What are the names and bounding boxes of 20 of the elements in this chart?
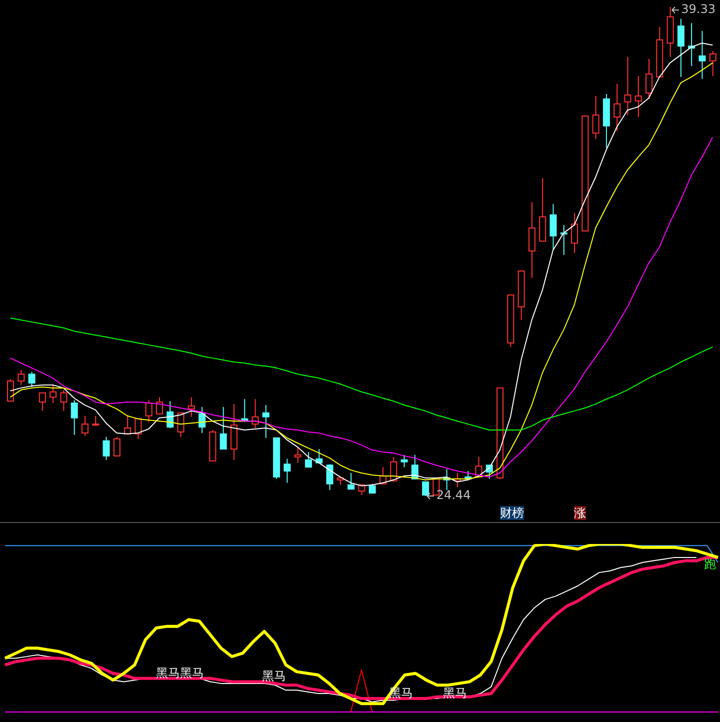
candlestick bbox=[262, 404, 270, 438]
candlestick bbox=[614, 83, 621, 132]
text: 财榜 bbox=[500, 506, 524, 520]
annotation: 24.44 bbox=[436, 488, 471, 502]
candlestick bbox=[528, 202, 536, 278]
candlestick bbox=[571, 212, 578, 254]
candlestick bbox=[592, 96, 600, 140]
candlestick bbox=[666, 7, 674, 58]
annotation: 跑 bbox=[704, 557, 716, 571]
candlestick bbox=[624, 56, 632, 116]
candlestick bbox=[698, 30, 706, 80]
annotation: 黑马黑马 bbox=[156, 666, 204, 680]
candlestick bbox=[230, 404, 238, 460]
candlestick bbox=[634, 75, 642, 118]
annotation: 黑马 bbox=[262, 669, 286, 683]
candlestick bbox=[550, 204, 557, 251]
text: 涨 bbox=[574, 506, 586, 520]
candlestick bbox=[602, 94, 610, 148]
candlestick bbox=[677, 18, 684, 78]
annotation: 39.33 bbox=[681, 2, 716, 16]
